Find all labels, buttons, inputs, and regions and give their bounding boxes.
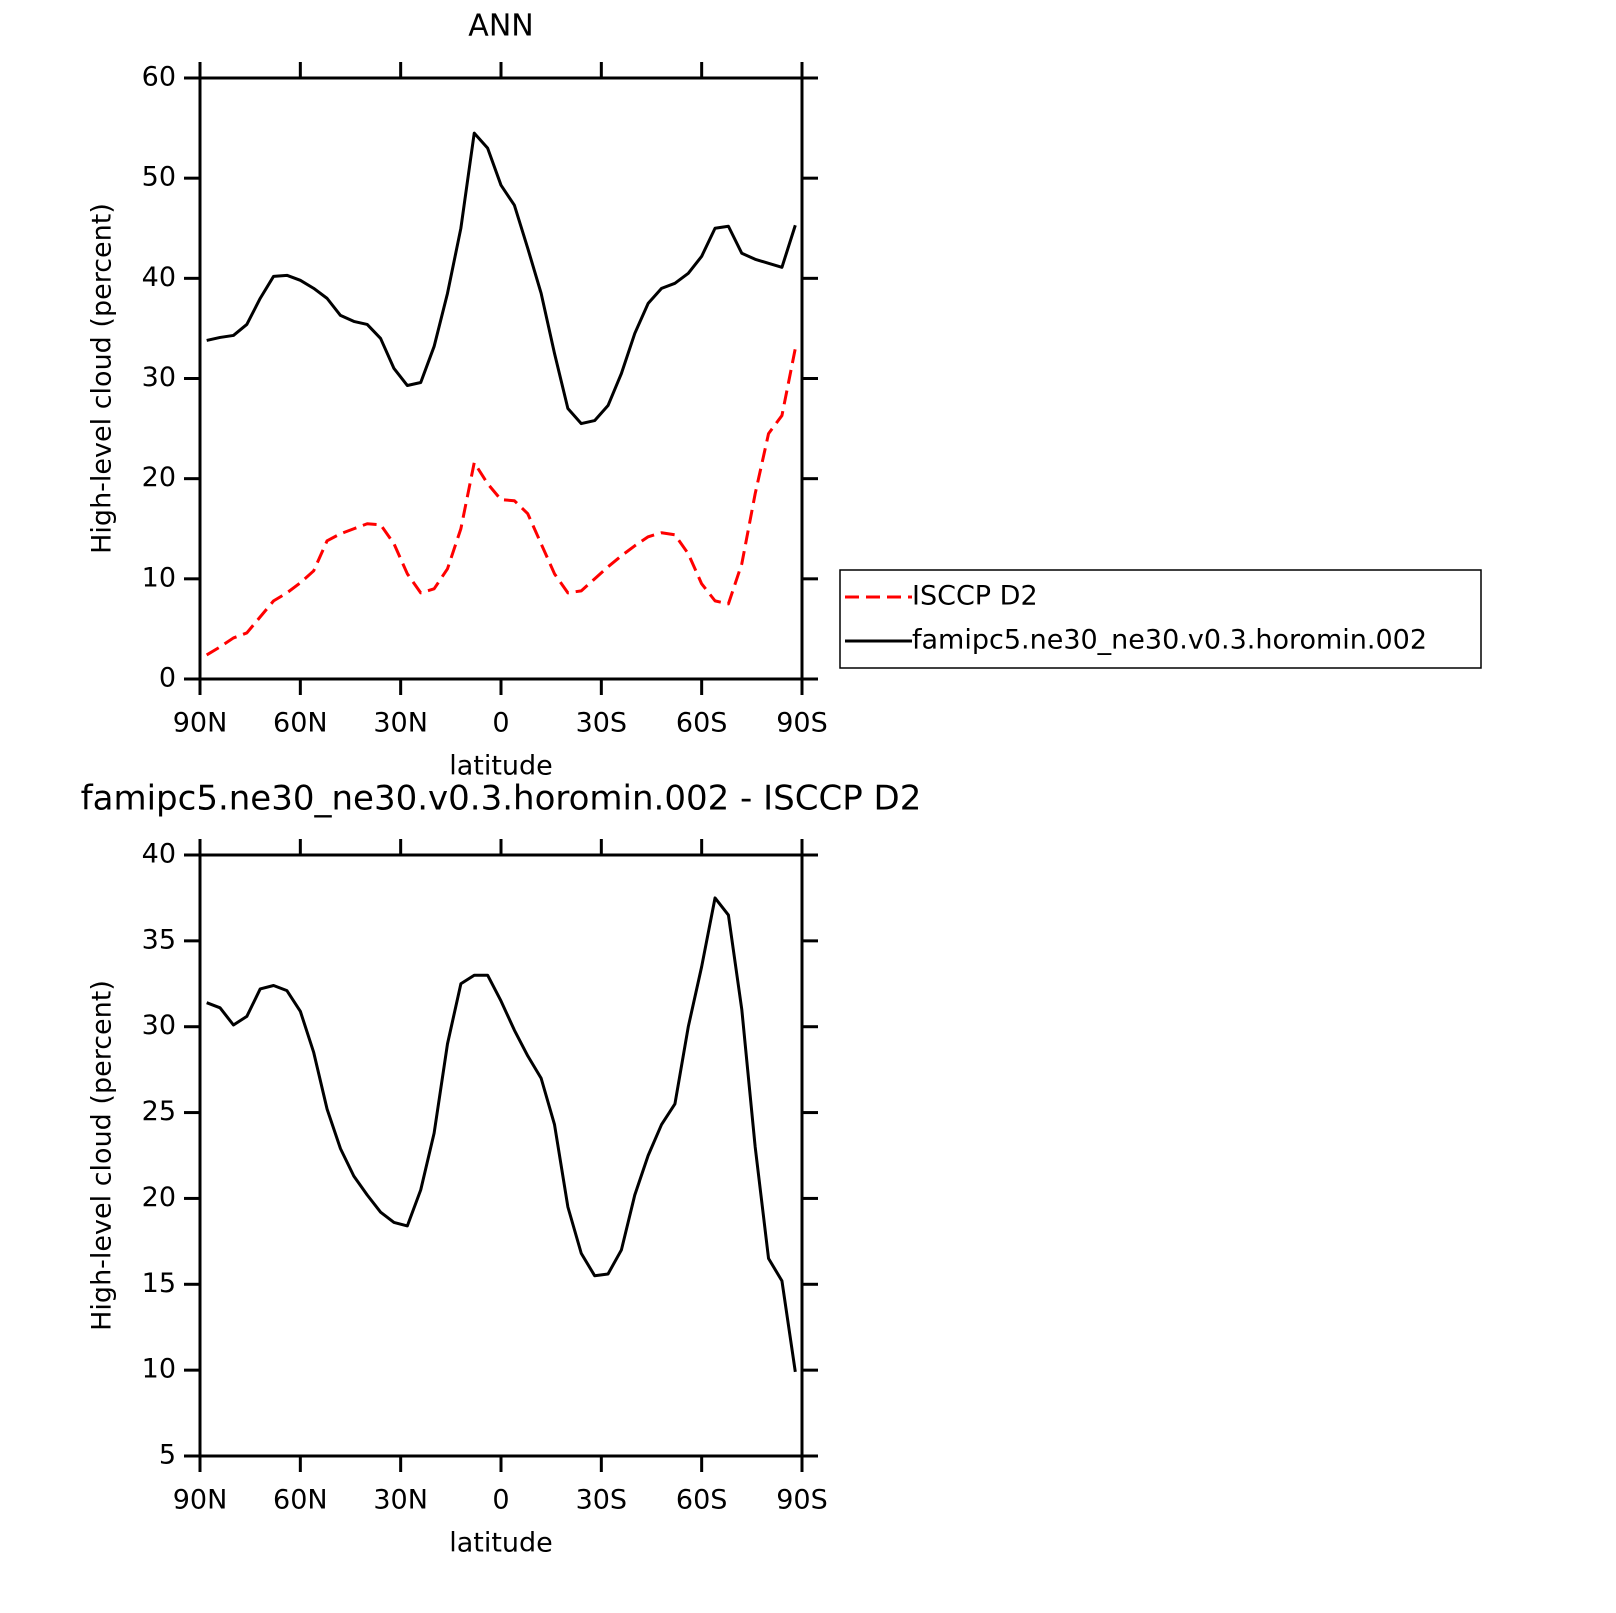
plot-frame	[198, 853, 804, 1458]
y-tick-label: 10	[142, 562, 176, 593]
chart-title: ANN	[468, 9, 533, 44]
data-line	[205, 348, 797, 657]
y-tick-label: 40	[142, 839, 176, 870]
x-tick-label: 60N	[273, 708, 328, 739]
y-tick-label: 30	[142, 1010, 176, 1041]
y-axis-label: High-level cloud (percent)	[87, 980, 118, 1331]
chart-title: famipc5.ne30_ne30.v0.3.horomin.002 - ISC…	[81, 779, 922, 819]
x-tick-label: 60S	[676, 708, 728, 739]
x-tick-label: 30N	[373, 708, 428, 739]
y-axis-label: High-level cloud (percent)	[87, 203, 118, 554]
y-tick-label: 0	[159, 663, 176, 694]
y-tick-label: 60	[142, 62, 176, 93]
x-tick-label: 30S	[576, 708, 628, 739]
y-tick-label: 40	[142, 262, 176, 293]
x-axis-label: latitude	[449, 751, 553, 782]
x-tick-label: 90S	[776, 1485, 828, 1516]
x-tick-label: 90S	[776, 708, 828, 739]
x-tick-label: 90N	[173, 1485, 228, 1516]
y-tick-label: 5	[159, 1440, 176, 1471]
x-tick-label: 30N	[373, 1485, 428, 1516]
legend-label: famipc5.ne30_ne30.v0.3.horomin.002	[912, 625, 1427, 656]
x-tick-label: 90N	[173, 708, 228, 739]
x-tick-label: 0	[492, 1485, 509, 1516]
data-line	[206, 131, 797, 426]
data-line	[206, 896, 797, 1373]
x-tick-label: 0	[492, 708, 509, 739]
y-tick-label: 50	[142, 162, 176, 193]
x-tick-label: 30S	[576, 1485, 628, 1516]
y-tick-label: 35	[142, 924, 176, 955]
y-tick-label: 20	[142, 1182, 176, 1213]
y-tick-label: 10	[142, 1354, 176, 1385]
x-axis-label: latitude	[449, 1528, 553, 1559]
legend-box	[839, 569, 1482, 669]
legend-label: ISCCP D2	[912, 581, 1038, 612]
x-tick-label: 60S	[676, 1485, 728, 1516]
y-tick-label: 15	[142, 1268, 176, 1299]
y-tick-label: 30	[142, 362, 176, 393]
y-tick-label: 20	[142, 462, 176, 493]
y-tick-label: 25	[142, 1096, 176, 1127]
x-tick-label: 60N	[273, 1485, 328, 1516]
